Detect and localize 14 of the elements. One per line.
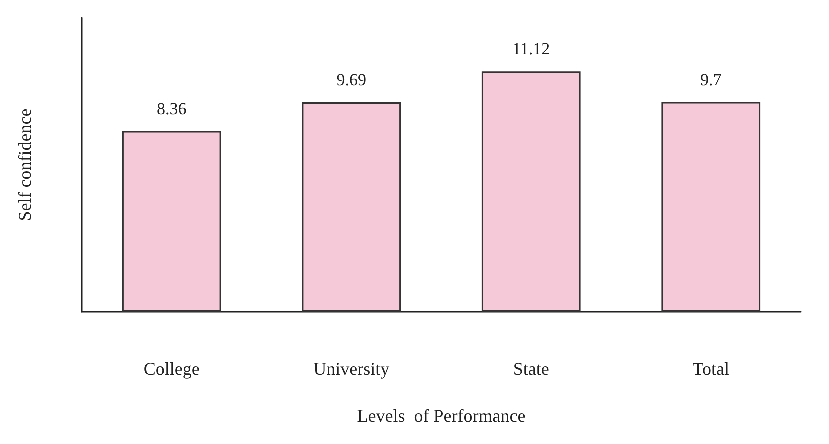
bar	[122, 131, 222, 312]
bar	[482, 72, 581, 312]
data-label: 8.36	[157, 99, 187, 118]
x-tick-label: Total	[692, 359, 730, 379]
x-axis-title: Levels of Performance	[357, 406, 526, 426]
data-label: 11.12	[512, 40, 550, 59]
data-label: 9.7	[700, 70, 722, 90]
bar	[302, 102, 402, 312]
bar	[662, 102, 761, 312]
x-tick-label: State	[513, 359, 550, 379]
x-tick-label: University	[314, 359, 390, 379]
y-axis-title: Self confidence	[15, 108, 35, 222]
x-tick-label: College	[144, 359, 200, 379]
data-label: 9.69	[336, 70, 366, 90]
